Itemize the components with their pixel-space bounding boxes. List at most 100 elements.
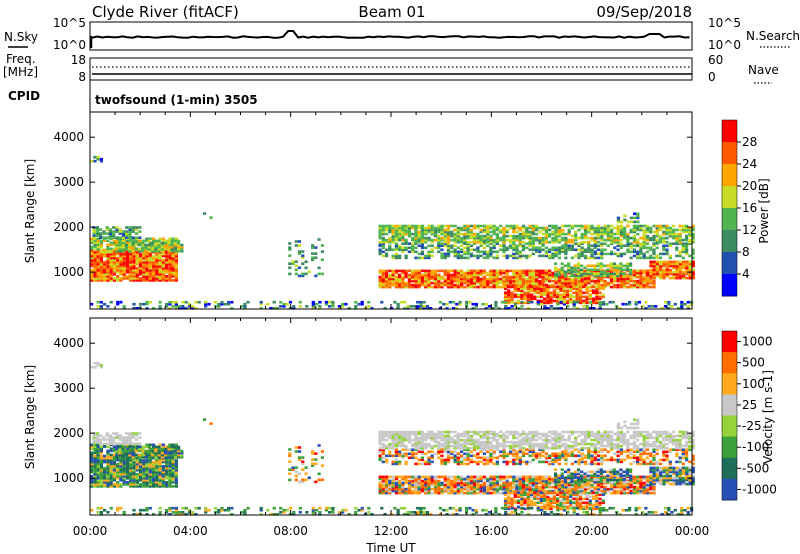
heatmap-cell <box>145 302 149 306</box>
colorbar-segment <box>722 230 737 253</box>
heatmap-cell <box>155 468 159 472</box>
heatmap-cell <box>469 460 473 464</box>
heatmap-cell <box>512 234 516 238</box>
heatmap-cell <box>93 266 97 270</box>
heatmap-cell <box>406 307 410 310</box>
heatmap-cell <box>499 273 503 277</box>
heatmap-cell <box>569 285 573 288</box>
heatmap-cell <box>155 269 159 272</box>
heatmap-cell <box>574 224 578 228</box>
heatmap-cell <box>591 285 596 288</box>
heatmap-cell <box>479 489 483 493</box>
heatmap-cell <box>535 273 539 277</box>
heatmap-cell <box>526 287 530 290</box>
heatmap-cell <box>174 302 178 306</box>
heatmap-cell <box>414 269 418 273</box>
heatmap-cell <box>381 273 385 277</box>
heatmap-cell <box>551 477 555 481</box>
heatmap-cell <box>378 228 382 232</box>
heatmap-cell <box>314 252 318 255</box>
heatmap-cell <box>135 307 139 310</box>
heatmap-cell <box>632 271 636 275</box>
heatmap-cell <box>469 232 473 236</box>
heatmap-cell <box>460 460 464 464</box>
heatmap-cell <box>401 489 405 493</box>
heatmap-cell <box>587 281 591 285</box>
heatmap-cell <box>528 487 532 491</box>
heatmap-cell <box>90 445 94 449</box>
heatmap-cell <box>580 252 584 256</box>
heatmap-cell <box>411 250 415 254</box>
heatmap-cell <box>453 238 457 242</box>
heatmap-cell <box>521 230 526 234</box>
heatmap-cell <box>401 281 405 285</box>
heatmap-cell <box>601 295 605 299</box>
heatmap-cell <box>430 491 434 495</box>
heatmap-cell <box>469 281 473 285</box>
heatmap-cell <box>145 475 149 478</box>
heatmap-cell <box>417 481 421 485</box>
heatmap-cell <box>508 460 513 464</box>
heatmap-cell <box>170 249 174 253</box>
heatmap-cell <box>636 216 640 220</box>
heatmap-cell <box>456 252 460 256</box>
heatmap-cell <box>173 245 177 249</box>
heatmap-cell <box>112 442 116 445</box>
heatmap-cell <box>124 247 129 251</box>
heatmap-cell <box>623 230 627 234</box>
heatmap-cell <box>639 248 643 252</box>
heatmap-cell <box>145 472 149 476</box>
heatmap-cell <box>552 299 556 303</box>
heatmap-cell <box>512 271 516 275</box>
heatmap-cell <box>489 483 493 487</box>
heatmap-cell <box>649 262 653 266</box>
heatmap-cell <box>99 451 103 455</box>
heatmap-cell <box>427 273 431 277</box>
heatmap-cell <box>135 464 139 468</box>
heatmap-cell <box>559 300 563 304</box>
heatmap-cell <box>588 297 592 301</box>
heatmap-cell <box>417 234 421 238</box>
heatmap-cell <box>132 475 136 478</box>
heatmap-cell <box>433 238 438 242</box>
heatmap-cell <box>590 224 594 228</box>
heatmap-cell <box>381 485 385 489</box>
heatmap-cell <box>546 285 550 288</box>
heatmap-cell <box>453 460 457 464</box>
heatmap-cell <box>577 242 581 245</box>
heatmap-cell <box>528 240 532 244</box>
heatmap-cell <box>482 246 486 250</box>
heatmap-cell <box>528 230 532 234</box>
heatmap-cell <box>610 279 614 283</box>
heatmap-cell <box>577 489 581 493</box>
heatmap-cell <box>414 285 418 289</box>
heatmap-cell <box>138 449 143 453</box>
heatmap-cell <box>96 458 100 462</box>
heatmap-cell <box>489 230 493 234</box>
heatmap-cell <box>557 248 561 252</box>
heatmap-cell <box>639 489 643 493</box>
heatmap-cell <box>453 283 457 287</box>
heatmap-cell <box>99 279 103 282</box>
heatmap-cell <box>453 240 457 244</box>
heatmap-cell <box>649 254 653 258</box>
heatmap-cell <box>90 277 94 280</box>
heatmap-cell <box>641 305 645 308</box>
heatmap-cell <box>564 244 568 248</box>
heatmap-cell <box>419 300 423 304</box>
heatmap-cell <box>209 216 213 219</box>
heatmap-cell <box>161 277 165 280</box>
heatmap-cell <box>596 262 600 265</box>
heatmap-cell <box>129 271 133 274</box>
heatmap-cell <box>161 483 165 486</box>
heatmap-cell <box>636 273 640 277</box>
heatmap-cell <box>565 299 569 303</box>
heatmap-cell <box>174 258 178 262</box>
heatmap-cell <box>599 274 603 278</box>
heatmap-cell <box>575 307 580 310</box>
heatmap-cell <box>93 447 97 451</box>
heatmap-cell <box>623 244 627 248</box>
heatmap-cell <box>512 489 516 493</box>
heatmap-cell <box>632 283 636 287</box>
heatmap-cell <box>473 460 477 464</box>
